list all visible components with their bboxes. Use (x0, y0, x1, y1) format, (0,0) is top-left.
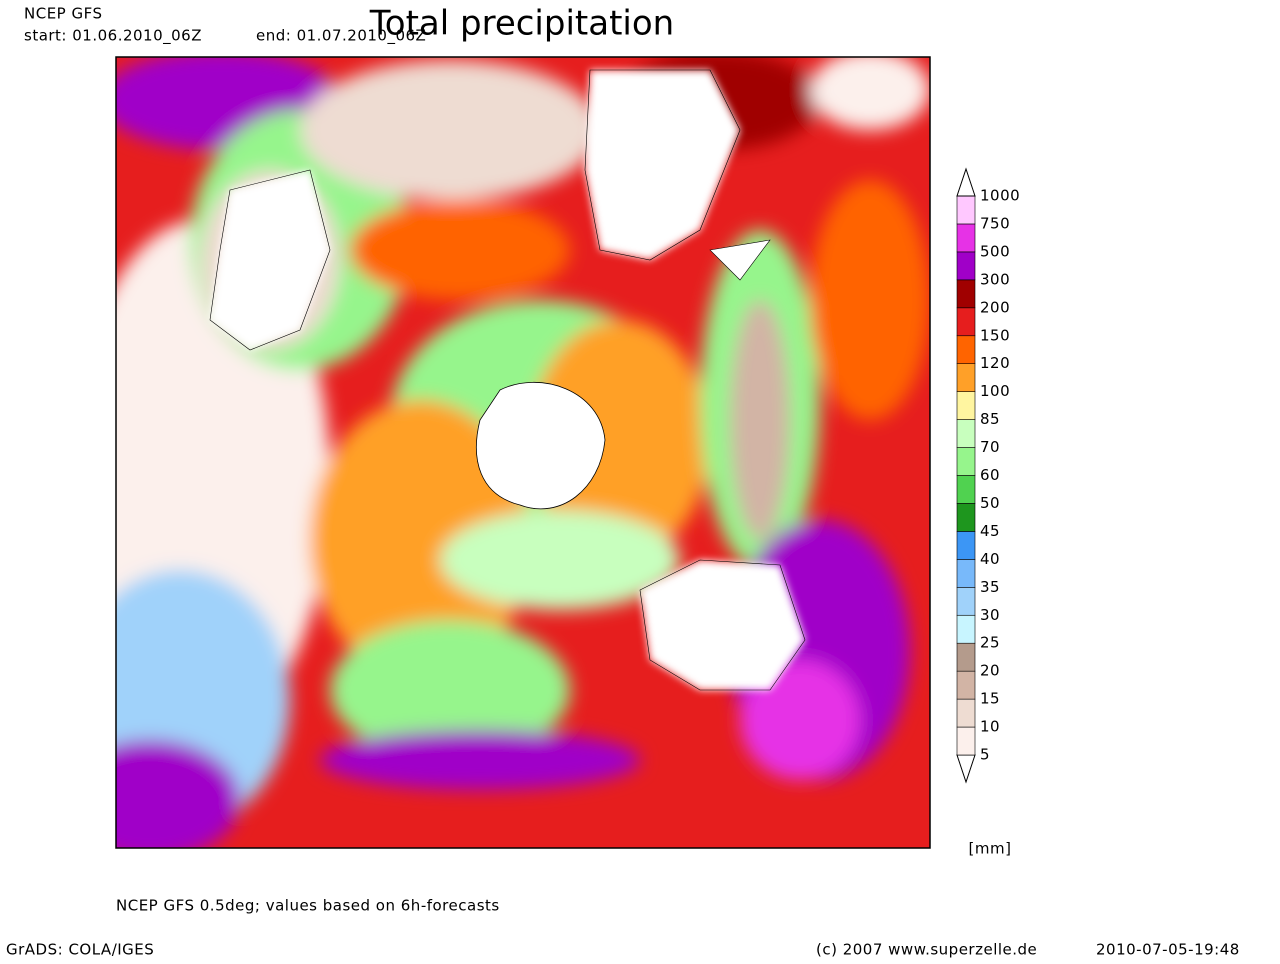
legend-label: 45 (980, 522, 1000, 540)
color-legend: 5 10 15 20 25 30 35 40 45 50 60 70 85 100 120 150 200 300… (956, 167, 1020, 784)
legend-label: 15 (980, 690, 1000, 708)
legend-box (956, 195, 976, 225)
legend-box (956, 279, 976, 309)
footnote: NCEP GFS 0.5deg; values based on 6h-fore… (116, 897, 500, 915)
legend-label: 30 (980, 606, 1000, 624)
legend-box (956, 698, 976, 728)
legend-box (956, 475, 976, 504)
software-credit: GrADS: COLA/IGES (6, 941, 154, 959)
legend-box (956, 642, 976, 672)
legend-label: 20 (980, 662, 1000, 680)
copyright: (c) 2007 www.superzelle.de (816, 941, 1037, 959)
model-name: NCEP GFS (24, 5, 103, 23)
legend-box (956, 447, 976, 476)
legend-label: 50 (980, 494, 1000, 512)
legend-label: 150 (980, 326, 1010, 344)
legend-box (956, 586, 976, 616)
legend-arrow (956, 754, 976, 784)
timestamp: 2010-07-05-19:48 (1096, 941, 1240, 959)
map-title: Total precipitation (369, 4, 674, 44)
legend-label: 10 (980, 718, 1000, 736)
legend-arrow (956, 167, 976, 197)
precipitation-map (116, 57, 930, 848)
legend-unit: [mm] (969, 840, 1012, 858)
start-time: start: 01.06.2010_06Z (24, 27, 202, 46)
legend-label: 40 (980, 550, 1000, 568)
legend-box (956, 531, 976, 560)
legend-label: 500 (980, 242, 1010, 260)
legend-box (956, 614, 976, 644)
legend-box (956, 335, 976, 365)
legend-label: 25 (980, 634, 1000, 652)
legend-label: 300 (980, 270, 1010, 288)
legend-box (956, 251, 976, 281)
legend-label: 200 (980, 298, 1010, 316)
legend-label: 120 (980, 354, 1010, 372)
legend-label: 750 (980, 214, 1010, 232)
legend-label: 100 (980, 382, 1010, 400)
legend-box (956, 223, 976, 253)
legend-box (956, 726, 976, 756)
legend-box (956, 503, 976, 532)
map-frame (115, 56, 931, 849)
end-time: end: 01.07.2010_06Z (256, 27, 426, 46)
legend-box (956, 391, 976, 420)
legend-label: 70 (980, 438, 1000, 456)
legend-box (956, 363, 976, 392)
legend-label: 35 (980, 578, 1000, 596)
legend-label: 5 (980, 746, 990, 764)
legend-label: 85 (980, 410, 1000, 428)
legend-label: 60 (980, 466, 1000, 484)
legend-box (956, 559, 976, 588)
legend-box (956, 670, 976, 700)
legend-label: 1000 (980, 187, 1020, 205)
legend-box (956, 307, 976, 337)
legend-box (956, 419, 976, 448)
